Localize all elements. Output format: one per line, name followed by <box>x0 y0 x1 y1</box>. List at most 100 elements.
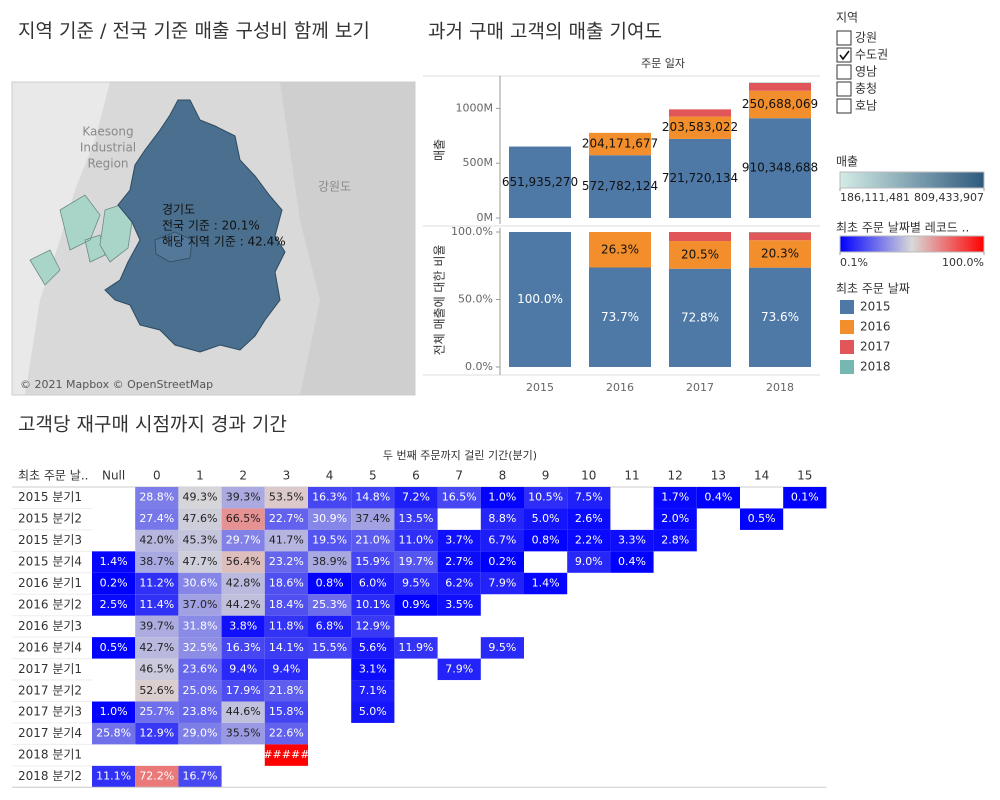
ramp-label: 186,111,481 <box>840 191 910 204</box>
cell-label: 3.7% <box>445 534 473 547</box>
cell-label: 22.7% <box>269 512 304 525</box>
heat-cell <box>480 508 524 530</box>
column-label: 9 <box>542 469 550 483</box>
cell-label: 16.7% <box>183 770 218 783</box>
cell-label: 15.5% <box>312 641 347 654</box>
ramp-label: 0.1% <box>840 256 868 269</box>
cell-label: 0.4% <box>704 491 732 504</box>
map-terrain <box>280 82 415 395</box>
column-label: 14 <box>754 469 769 483</box>
map-place-label: Industrial <box>80 141 136 155</box>
row-label: 2017 분기4 <box>18 726 82 740</box>
heat-cell <box>178 551 222 573</box>
column-label: 12 <box>668 469 683 483</box>
cell-label: 31.8% <box>183 619 218 632</box>
cell-label: 2.0% <box>661 512 689 525</box>
cell-label: 0.9% <box>402 598 430 611</box>
seoul-region[interactable] <box>154 231 193 263</box>
row-label: 2017 분기1 <box>18 662 82 676</box>
bar-segment <box>669 241 731 269</box>
bar-segment <box>509 146 571 218</box>
cell-label: 0.2% <box>488 555 516 568</box>
heat-cell <box>135 680 179 702</box>
cell-label: 11.4% <box>139 598 174 611</box>
cell-label: 25.0% <box>183 684 218 697</box>
gyeonggi-region[interactable] <box>104 99 286 353</box>
y-axis-title: 전체 매출에 대한 비율 <box>433 245 447 356</box>
checkbox[interactable] <box>836 98 852 114</box>
data-label: 72.8% <box>681 310 719 324</box>
y-tick-label: 500M <box>463 156 494 169</box>
checkbox[interactable] <box>836 47 852 63</box>
heat-cell <box>135 701 179 723</box>
heat-cell <box>264 701 308 723</box>
column-label: 11 <box>624 469 639 483</box>
heat-cell <box>308 594 352 616</box>
tooltip-line: 해당 지역 기준 : 42.4% <box>162 235 286 249</box>
column-label: 2 <box>239 469 247 483</box>
data-label: 651,935,270 <box>502 175 578 189</box>
heat-cell <box>264 529 308 552</box>
heat-cell <box>92 722 136 745</box>
heat-cell <box>221 722 265 745</box>
heat-cell <box>480 551 524 573</box>
cell-label: 0.5% <box>100 641 128 654</box>
map-sea <box>12 82 110 395</box>
heat-cell <box>524 529 568 552</box>
heat-cell <box>135 637 179 659</box>
checkbox[interactable] <box>836 64 852 80</box>
cell-label: 7.1% <box>359 684 387 697</box>
cell-label: 11.0% <box>399 534 434 547</box>
row-label: 2015 분기2 <box>18 512 82 526</box>
heat-cell <box>178 637 222 659</box>
x-axis-title: 주문 일자 <box>641 56 685 70</box>
heat-cell <box>351 551 395 573</box>
heat-cell <box>92 551 136 573</box>
cell-label: 3.3% <box>618 534 646 547</box>
column-label: 6 <box>412 469 420 483</box>
cell-label: 11.8% <box>269 619 304 632</box>
heat-cell <box>351 615 395 638</box>
cell-label: 37.0% <box>183 598 218 611</box>
cell-label: 39.3% <box>226 491 261 504</box>
legend-title: 최초 주문 날짜별 레코드 .. <box>836 221 969 235</box>
cell-label: 11.1% <box>96 770 131 783</box>
heat-cell <box>351 487 395 509</box>
checkbox[interactable] <box>836 30 852 46</box>
bar-segment <box>589 132 651 156</box>
bar-segment <box>509 232 571 367</box>
cell-label: 30.6% <box>183 577 218 590</box>
data-label: 572,782,124 <box>582 179 658 193</box>
heat-cell <box>221 658 265 681</box>
y-tick-label: 100.0% <box>451 225 493 238</box>
heat-cell <box>135 594 179 616</box>
cell-label: 49.3% <box>183 491 218 504</box>
bar-segment <box>669 138 731 218</box>
heat-cell <box>221 615 265 638</box>
cell-label: 66.5% <box>226 512 261 525</box>
cell-label: 6.2% <box>445 577 473 590</box>
heat-cell <box>696 487 740 509</box>
x-tick-label: 2015 <box>526 381 554 394</box>
heat-cell <box>351 572 395 595</box>
heat-cell <box>178 722 222 745</box>
ramp-label: 100.0% <box>942 256 984 269</box>
cell-label: 39.7% <box>139 619 174 632</box>
y-tick-label: 1000M <box>456 101 494 114</box>
heat-cell <box>221 487 265 509</box>
cell-label: 9.5% <box>402 577 430 590</box>
cell-label: 17.9% <box>226 684 261 697</box>
cell-label: 38.7% <box>139 555 174 568</box>
checkbox[interactable] <box>836 81 852 97</box>
cell-label: 2.2% <box>575 534 603 547</box>
map-title: 지역 기준 / 전국 기준 매출 구성비 함께 보기 <box>18 20 370 42</box>
heat-cell <box>221 508 265 530</box>
heat-cell <box>740 508 784 530</box>
data-label: 73.7% <box>601 310 639 324</box>
heat-cell <box>92 701 136 723</box>
cell-label: 45.3% <box>183 534 218 547</box>
cell-label: 10.5% <box>528 491 563 504</box>
heat-cell <box>351 658 395 681</box>
cell-label: 44.6% <box>226 705 261 718</box>
